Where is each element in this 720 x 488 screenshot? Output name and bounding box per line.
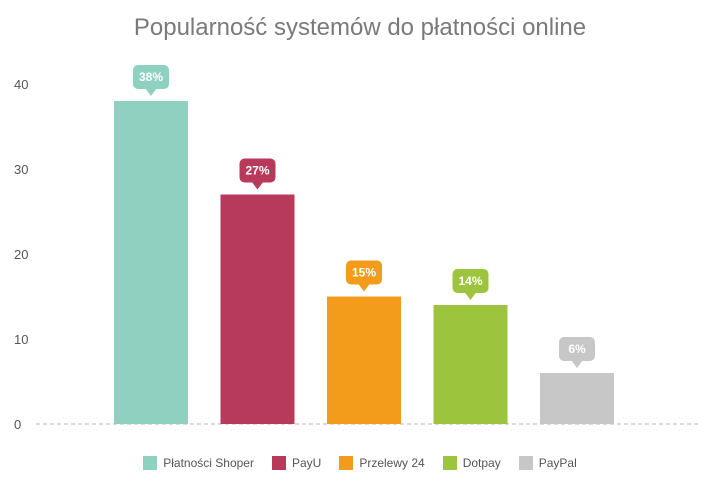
data-label-pointer xyxy=(464,292,477,300)
data-label-pointer xyxy=(145,88,157,96)
bar xyxy=(540,373,614,424)
data-label: 27% xyxy=(245,164,269,178)
legend-item: PayPal xyxy=(518,456,577,470)
data-labels: 38% 27% 15% 14% 6% xyxy=(133,65,595,368)
chart-title: Popularność systemów do płatności online xyxy=(133,14,587,41)
legend-swatch xyxy=(143,456,158,470)
y-tick-label: 0 xyxy=(14,417,21,432)
bars xyxy=(114,101,614,424)
legend-swatch xyxy=(339,456,354,470)
data-label-pointer xyxy=(251,181,264,190)
data-label-callout: 27% xyxy=(239,158,276,190)
data-label-box xyxy=(346,260,382,285)
legend-label: Dotpay xyxy=(462,456,501,470)
legend-label: PayPal xyxy=(538,456,577,470)
data-label-box xyxy=(239,158,276,183)
data-label-box xyxy=(559,337,595,361)
data-label-box xyxy=(452,269,489,293)
legend-label: Przelewy 24 xyxy=(359,456,425,470)
legend-item: PayU xyxy=(271,456,322,470)
bar xyxy=(114,101,188,424)
data-label-callout: 15% xyxy=(346,260,382,292)
y-axis-ticks: 0 10 20 30 40 xyxy=(14,77,28,432)
y-tick-label: 40 xyxy=(14,77,28,92)
data-label: 6% xyxy=(568,342,586,356)
bar xyxy=(433,305,508,424)
y-tick-label: 20 xyxy=(14,247,28,262)
legend-item: Płatności Shoper xyxy=(143,456,254,470)
data-label: 15% xyxy=(352,266,376,280)
data-label-callout: 14% xyxy=(452,269,489,300)
y-tick-label: 10 xyxy=(14,332,28,347)
legend-swatch xyxy=(518,456,533,470)
legend-item: Przelewy 24 xyxy=(339,456,425,470)
bar xyxy=(327,296,401,424)
data-label-box xyxy=(133,65,169,89)
legend-swatch xyxy=(271,456,286,470)
y-tick-label: 30 xyxy=(14,162,28,177)
data-label: 14% xyxy=(458,274,482,288)
data-label: 38% xyxy=(139,70,163,84)
data-label-callout: 6% xyxy=(559,337,595,368)
legend-label: Płatności Shoper xyxy=(163,456,254,470)
legend-swatch xyxy=(442,456,457,470)
data-label-pointer xyxy=(358,283,370,292)
bar xyxy=(220,194,295,424)
data-label-callout: 38% xyxy=(133,65,169,96)
legend-item: Dotpay xyxy=(442,456,501,470)
legend-label: PayU xyxy=(291,456,322,470)
data-label-pointer xyxy=(571,360,583,368)
legend: Płatności Shoper PayU Przelewy 24 Dotpay Pay… xyxy=(0,456,720,470)
bar-chart: 0 10 20 30 40 38% 27% 15% 14% 6% xyxy=(14,65,700,432)
